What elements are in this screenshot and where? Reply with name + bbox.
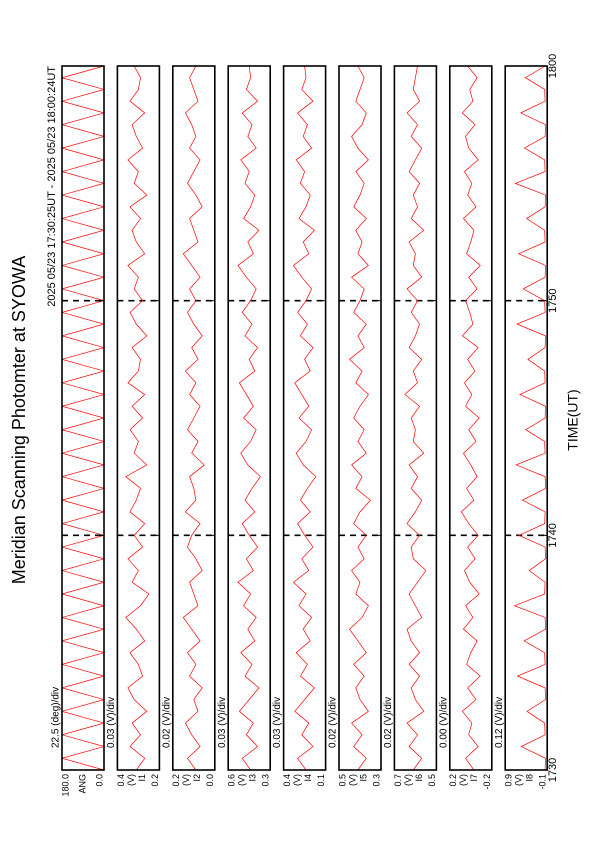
y-tick-label: 180.0: [60, 774, 70, 797]
chart-subtitle: 2025 05/23 17:30:25UT - 2025 05/23 18:00…: [46, 66, 58, 307]
panel-frame: [393, 65, 438, 771]
x-tick-label: 1730: [547, 758, 559, 782]
trace: [404, 65, 427, 771]
panel-frame: [227, 65, 271, 771]
panel-name: I3: [248, 774, 258, 782]
trace: [292, 65, 317, 771]
panel-unit: (V): [181, 774, 191, 786]
y-tick-label: 0.5: [337, 774, 347, 787]
panel-scale-label: 0.03 (V)/div: [217, 697, 228, 748]
panel-name: I1: [137, 774, 147, 782]
panel-name: ANG: [77, 774, 87, 794]
panel-name: I6: [414, 774, 424, 782]
panel-frame: [116, 65, 161, 771]
y-tick-label: 0.1: [316, 774, 326, 787]
trace: [125, 65, 150, 771]
x-tick-label: 1750: [547, 288, 559, 312]
panel-name: I2: [192, 774, 202, 782]
y-tick-label: 0.0: [205, 774, 215, 787]
y-tick-label: -0.1: [538, 774, 548, 790]
panel-frame: [172, 65, 216, 771]
panel-unit: (V): [292, 774, 302, 786]
trace: [237, 65, 261, 771]
panel-name: I8: [525, 774, 535, 782]
panel-unit: (V): [347, 774, 357, 786]
trace: [513, 65, 546, 771]
chart-title: Meridian Scanning Photomter at SYOWA: [9, 256, 29, 584]
trace: [348, 65, 372, 771]
panel-unit: (V): [237, 774, 247, 786]
y-tick-label: 0.2: [448, 774, 458, 787]
panel-unit: (V): [126, 774, 136, 786]
y-tick-label: 0.2: [150, 774, 160, 787]
rotated-plot: Meridian Scanning Photomter at SYOWA 202…: [9, 54, 581, 797]
y-tick-label: 0.0: [94, 774, 104, 787]
panel-name: I7: [469, 774, 479, 782]
panel-unit: (V): [514, 774, 524, 786]
y-tick-label: 0.6: [227, 774, 237, 787]
panel-scale-label: 0.02 (V)/div: [328, 697, 339, 748]
y-tick-label: 0.3: [261, 774, 271, 787]
panel-scale-label: 0.00 (V)/div: [438, 697, 449, 748]
trace: [182, 65, 205, 771]
panel-scale-label: 0.03 (V)/div: [272, 697, 283, 748]
panel-scale-label: 0.02 (V)/div: [161, 697, 172, 748]
panel-frame: [61, 65, 105, 771]
panel-name: I5: [358, 774, 368, 782]
y-tick-label: 0.2: [171, 774, 181, 787]
trace: [460, 65, 481, 771]
panel-frame: [338, 65, 382, 771]
panel-frame: [282, 65, 327, 771]
y-tick-label: 0.4: [282, 774, 292, 787]
y-tick-label: 0.4: [116, 774, 126, 787]
panel-scale-label: 0.02 (V)/div: [383, 697, 394, 748]
x-tick-label: 1800: [547, 54, 559, 78]
panel-scale-label: 0.12 (V)/div: [494, 697, 505, 748]
y-tick-label: -0.2: [482, 774, 492, 790]
y-tick-label: 0.3: [371, 774, 381, 787]
panel-unit: (V): [403, 774, 413, 786]
panel-scale-label: 0.03 (V)/div: [106, 697, 117, 748]
panel-scale-label: 22.5 (deg)/div: [51, 687, 62, 748]
panel-unit: (V): [458, 774, 468, 786]
y-tick-label: 0.7: [393, 774, 403, 787]
panel-name: I4: [303, 774, 313, 782]
y-tick-label: 0.5: [427, 774, 437, 787]
y-tick-label: 0.9: [504, 774, 514, 787]
x-axis-label: TIME(UT): [565, 389, 581, 450]
panel-frame: [504, 65, 549, 771]
x-tick-label: 1740: [547, 523, 559, 547]
panel-frame: [448, 65, 493, 771]
trace: [60, 65, 106, 771]
